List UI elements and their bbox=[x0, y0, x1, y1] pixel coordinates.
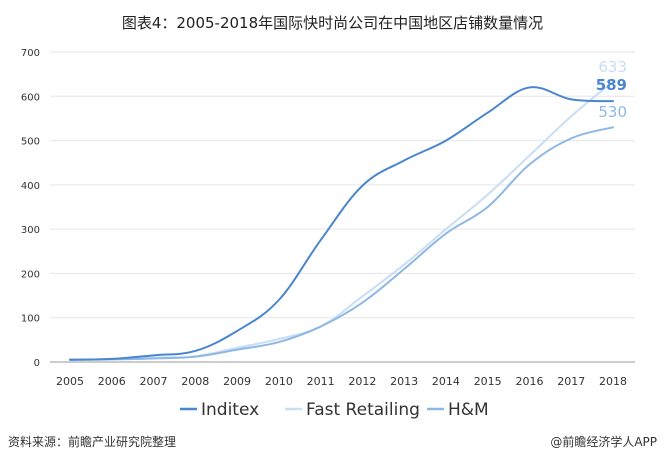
x-tick-label: 2008 bbox=[181, 375, 209, 388]
x-tick-label: 2011 bbox=[307, 375, 335, 388]
x-tick-label: 2010 bbox=[265, 375, 293, 388]
y-axis-ticks: 0 100 200 300 400 500 600 700 bbox=[21, 48, 40, 369]
x-tick-label: 2005 bbox=[56, 375, 84, 388]
end-label-hm: 530 bbox=[598, 103, 627, 121]
series-lines bbox=[69, 80, 614, 361]
end-label-inditex: 589 bbox=[596, 76, 627, 94]
legend: Inditex Fast Retailing H&M bbox=[180, 400, 489, 420]
legend-label: Inditex bbox=[201, 400, 259, 420]
x-tick-label: 2018 bbox=[599, 375, 627, 388]
source-note: 资料来源：前瞻产业研究院整理 bbox=[8, 435, 177, 449]
y-tick-label: 700 bbox=[21, 48, 40, 59]
y-tick-label: 500 bbox=[21, 137, 40, 148]
y-tick-label: 600 bbox=[21, 92, 40, 103]
series-line-hm bbox=[69, 126, 614, 361]
end-label-fast-retailing: 633 bbox=[598, 58, 627, 76]
y-tick-label: 100 bbox=[21, 314, 40, 325]
y-tick-label: 400 bbox=[21, 181, 40, 192]
x-tick-label: 2015 bbox=[474, 375, 502, 388]
y-tick-label: 200 bbox=[21, 269, 40, 280]
x-tick-label: 2007 bbox=[140, 375, 168, 388]
chart-title: 图表4：2005-2018年国际快时尚公司在中国地区店铺数量情况 bbox=[121, 14, 544, 32]
y-tick-label: 300 bbox=[21, 225, 40, 236]
legend-fast-retailing: Fast Retailing bbox=[285, 400, 420, 420]
brand-label: @前瞻经济学人APP bbox=[550, 435, 657, 449]
legend-hm: H&M bbox=[427, 400, 489, 420]
x-tick-label: 2014 bbox=[432, 375, 460, 388]
series-line-inditex bbox=[69, 86, 614, 361]
legend-label: Fast Retailing bbox=[306, 400, 420, 420]
x-tick-label: 2012 bbox=[348, 375, 376, 388]
y-tick-label: 0 bbox=[34, 358, 40, 369]
x-tick-label: 2006 bbox=[98, 375, 126, 388]
legend-inditex: Inditex bbox=[180, 400, 259, 420]
legend-label: H&M bbox=[448, 400, 489, 420]
x-tick-label: 2013 bbox=[390, 375, 418, 388]
x-tick-label: 2009 bbox=[223, 375, 251, 388]
x-axis-ticks: 2005 2006 2007 2008 2009 2010 2011 2012 2013 2014… bbox=[56, 375, 627, 388]
x-tick-label: 2016 bbox=[515, 375, 543, 388]
gridlines bbox=[50, 51, 635, 363]
x-tick-label: 2017 bbox=[557, 375, 585, 388]
